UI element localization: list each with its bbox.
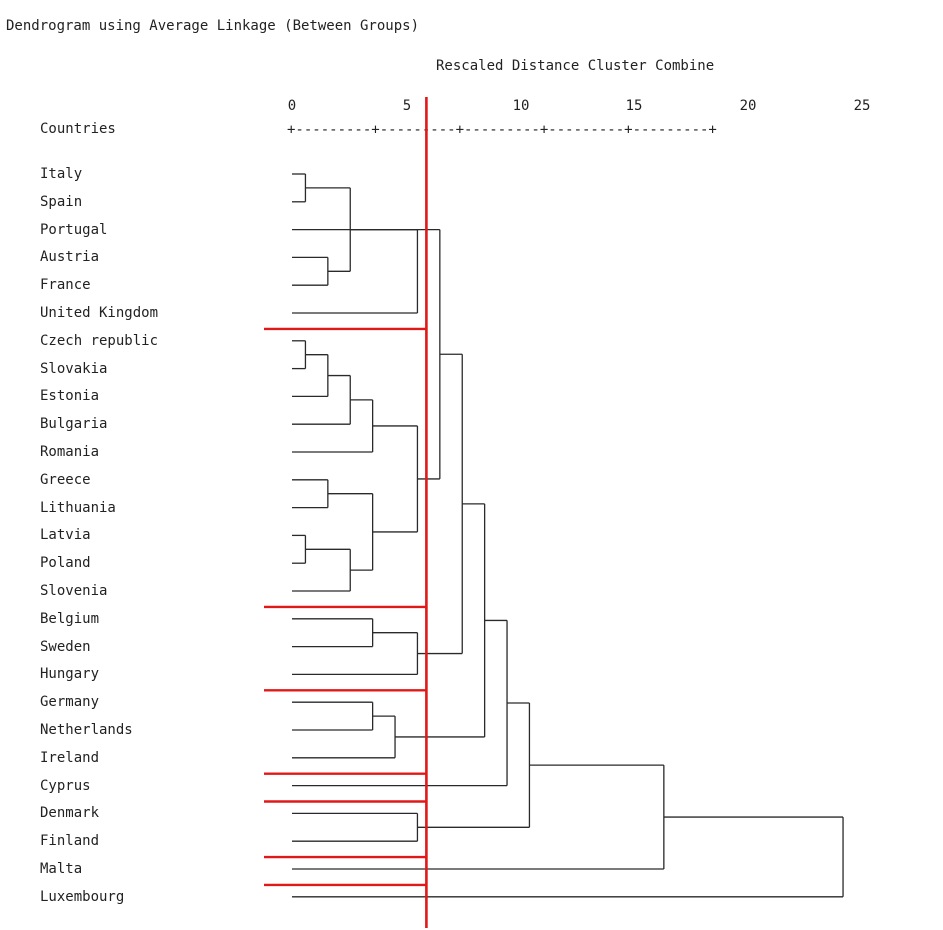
axis-tick-5: 5 — [402, 98, 412, 114]
leaf-label: Luxembourg — [40, 888, 125, 905]
axis-ruler: +---------+---------+---------+---------… — [287, 122, 717, 138]
axis-tick-20: 20 — [739, 98, 757, 114]
leaf-label: Bulgaria — [40, 416, 108, 433]
leaf-label: Slovenia — [40, 583, 108, 599]
leaf-label: Spain — [40, 193, 83, 210]
leaf-label: Slovakia — [40, 360, 108, 377]
leaf-label: Austria — [40, 249, 100, 266]
axis-tick-0: 0 — [287, 98, 297, 114]
leaf-label: Poland — [40, 555, 91, 572]
axis-tick-10: 10 — [512, 98, 530, 114]
leaf-label: Sweden — [40, 638, 91, 655]
leaf-label: Latvia — [40, 527, 91, 544]
leaf-label: Germany — [40, 694, 100, 711]
leaf-label: Portugal — [40, 221, 108, 238]
leaf-label: Greece — [40, 471, 91, 488]
leaf-label: France — [40, 277, 91, 294]
leaf-label: Malta — [40, 861, 83, 877]
leaf-label: Netherlands — [40, 722, 133, 738]
leaf-label: Hungary — [40, 666, 100, 683]
axis-tick-15: 15 — [625, 98, 643, 114]
leaf-label: United Kingdom — [40, 305, 159, 321]
leaf-label: Denmark — [40, 805, 100, 822]
leaf-label: Belgium — [40, 610, 100, 627]
leaf-label: Cyprus — [40, 777, 91, 794]
leaf-label: Ireland — [40, 749, 100, 766]
leaf-label: Lithuania — [40, 499, 116, 516]
leaf-label: Italy — [40, 166, 83, 182]
axis-tick-25: 25 — [853, 98, 871, 114]
axis-title: Rescaled Distance Cluster Combine — [436, 58, 715, 74]
leaf-label: Estonia — [40, 388, 100, 405]
leaf-label: Czech republic — [40, 332, 159, 349]
chart-title: Dendrogram using Average Linkage (Betwee… — [6, 18, 420, 34]
leaf-label: Romania — [40, 444, 100, 460]
leaf-header: Countries — [40, 121, 116, 137]
leaf-label: Finland — [40, 833, 100, 850]
